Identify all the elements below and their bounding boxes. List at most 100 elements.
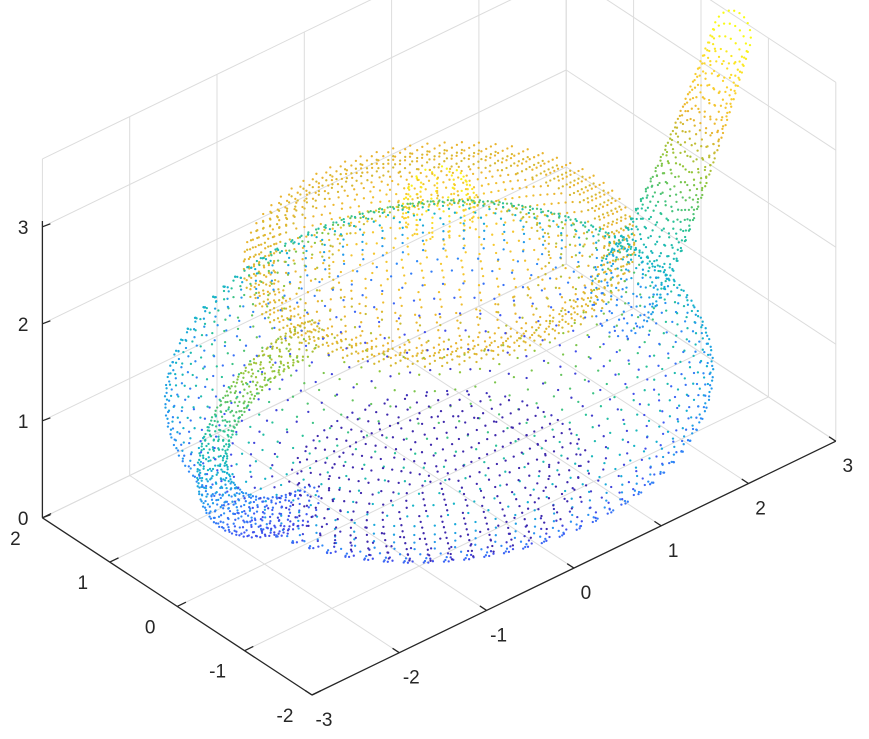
data-point [437,351,441,354]
data-point [707,395,711,398]
data-point [385,436,388,439]
data-point [565,183,568,186]
data-point [645,365,648,368]
data-point [563,223,567,226]
data-point [273,271,277,274]
data-point [632,243,636,246]
data-point [385,269,389,272]
data-point [235,530,238,533]
data-point [647,333,651,336]
data-point [365,434,369,437]
data-point [280,494,283,498]
data-point [460,189,463,193]
data-point [733,9,736,12]
data-point [671,437,675,440]
data-point [321,176,324,179]
data-point [742,16,746,19]
data-point [521,208,524,211]
data-point [319,222,322,226]
data-point [314,199,317,202]
data-point [258,260,261,264]
data-point [646,262,649,265]
data-point [579,323,582,326]
data-point [299,281,302,284]
data-point [359,342,362,345]
data-point [344,180,348,183]
data-point [378,370,381,373]
data-point [258,294,261,298]
data-point [255,291,258,295]
data-point [352,510,355,513]
data-point [535,223,539,226]
data-point [612,509,615,512]
data-point [405,506,408,509]
data-point [276,309,280,312]
data-point [649,276,652,279]
data-point [168,380,171,383]
data-point [375,410,378,414]
data-point [638,403,642,406]
data-point [476,315,479,319]
data-point [371,196,375,199]
data-point [708,372,711,376]
data-point [454,388,457,391]
data-point [462,273,465,276]
data-point [259,361,263,364]
data-point [646,206,650,209]
data-point [712,69,716,73]
data-point [342,262,346,266]
data-point [623,422,626,426]
data-point [336,190,340,194]
data-point [386,551,389,554]
data-point [629,217,633,220]
data-point [227,525,230,529]
data-point [700,196,703,199]
data-point [242,494,245,498]
data-point [220,525,224,529]
data-point [420,451,424,454]
data-point [532,194,535,197]
data-point [201,454,205,457]
data-point [424,168,427,171]
data-point [557,324,560,327]
data-point [282,318,285,322]
data-point [348,445,352,448]
data-point [503,514,506,517]
data-point [365,242,368,245]
data-point [327,486,331,490]
data-point [625,429,629,433]
data-point [226,465,229,469]
data-point [545,527,548,531]
data-point [573,210,576,214]
data-point [247,493,250,497]
data-point [675,334,678,337]
data-point [183,454,186,457]
data-point [233,512,237,516]
data-point [451,350,454,354]
data-point [408,483,411,486]
data-point [667,356,670,360]
data-point [289,505,292,508]
data-point [438,155,441,158]
data-point [278,320,281,324]
data-point [294,197,297,201]
data-point [315,508,318,512]
data-point [476,416,480,420]
data-point [189,459,192,462]
data-point [329,298,332,301]
data-point [373,546,376,549]
data-point [261,257,264,260]
data-point [655,293,659,296]
data-point [425,210,428,213]
data-point [658,409,662,412]
data-point [510,538,513,541]
data-point [214,409,217,412]
data-point [274,361,277,364]
data-point [418,314,421,317]
data-point [446,472,449,475]
data-point [278,530,281,533]
data-point [428,168,431,172]
data-point [620,269,623,272]
data-point [249,390,252,394]
data-point [304,344,308,348]
